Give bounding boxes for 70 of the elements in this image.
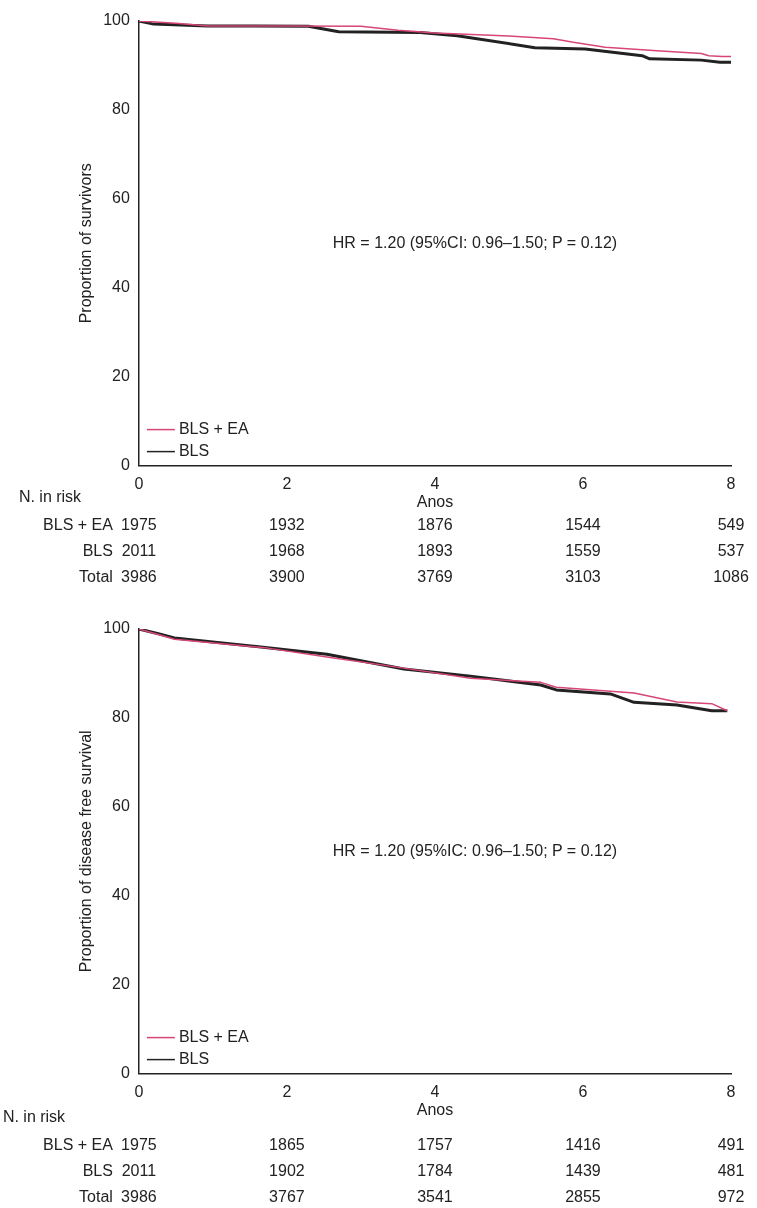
y-tick-label: 40 [112,886,130,904]
text: 1865 [269,1136,305,1154]
x-tick-label: 4 [430,1082,440,1100]
annotation: HR = 1.20 (95%CI: 0.96–1.50; P = 0.12) [332,233,618,251]
y-axis-title: Proportion of disease free survival [77,730,95,973]
text: Total [79,1188,113,1206]
x-axis-title: Anos [416,1100,454,1118]
legend-label: BLS [178,1050,210,1068]
annotation: HR = 1.20 (95%IC: 0.96–1.50; P = 0.12) [332,841,618,859]
text: N. in risk [18,488,82,506]
legend-label: BLS + EA [178,420,250,438]
text: BLS + EA [43,1136,113,1154]
text: 1975 [121,516,157,534]
text: Total [79,568,113,586]
text: 481 [717,1162,745,1180]
text: 1876 [417,516,453,534]
x-tick-label: 0 [134,474,144,492]
y-tick-label: 0 [120,1064,130,1082]
y-tick-label: 60 [112,797,130,815]
text: 2855 [565,1188,601,1206]
text: 1559 [565,542,601,560]
text: 1757 [417,1136,453,1154]
y-tick-label: 20 [112,367,130,385]
text: 491 [717,1136,745,1154]
x-tick-label: 2 [282,1082,292,1100]
text: 1893 [417,542,453,560]
text: 1968 [269,542,305,560]
legend-label: BLS + EA [178,1028,250,1046]
x-tick-label: 8 [726,1082,736,1100]
text: 3769 [417,568,453,586]
text: BLS + EA [43,516,113,534]
text: 1439 [565,1162,601,1180]
y-tick-label: 0 [120,456,130,474]
text: 549 [717,516,745,534]
y-tick-label: 80 [112,100,130,118]
text: 1902 [269,1162,305,1180]
text: 537 [717,542,745,560]
text: 2011 [121,542,157,560]
y-tick-label: 20 [112,975,130,993]
text: 3986 [121,568,157,586]
text: 1784 [417,1162,453,1180]
x-tick-label: 4 [430,474,440,492]
text: 1086 [713,568,749,586]
text: 3541 [417,1188,453,1206]
y-axis-title: Proportion of survivors [77,163,95,324]
x-tick-label: 0 [134,1082,144,1100]
x-axis-title: Anos [416,492,454,510]
text: 3767 [269,1188,305,1206]
text: 1416 [565,1136,601,1154]
x-tick-label: 2 [282,474,292,492]
legend-label: BLS [178,442,210,460]
y-tick-label: 80 [112,708,130,726]
text: 3900 [269,568,305,586]
text: 1932 [269,516,305,534]
y-tick-label: 40 [112,278,130,296]
text: 3103 [565,568,601,586]
text: BLS [82,542,113,560]
text: 3986 [121,1188,157,1206]
x-tick-label: 8 [726,474,736,492]
text: N. in risk [2,1108,66,1126]
x-tick-label: 6 [578,1082,588,1100]
text: 972 [717,1188,745,1206]
text: 2011 [121,1162,157,1180]
x-tick-label: 6 [578,474,588,492]
y-tick-label: 100 [103,619,130,637]
y-tick-label: 100 [103,11,130,29]
text: 1544 [565,516,601,534]
text: BLS [82,1162,113,1180]
y-tick-label: 60 [112,189,130,207]
text: 1975 [121,1136,157,1154]
